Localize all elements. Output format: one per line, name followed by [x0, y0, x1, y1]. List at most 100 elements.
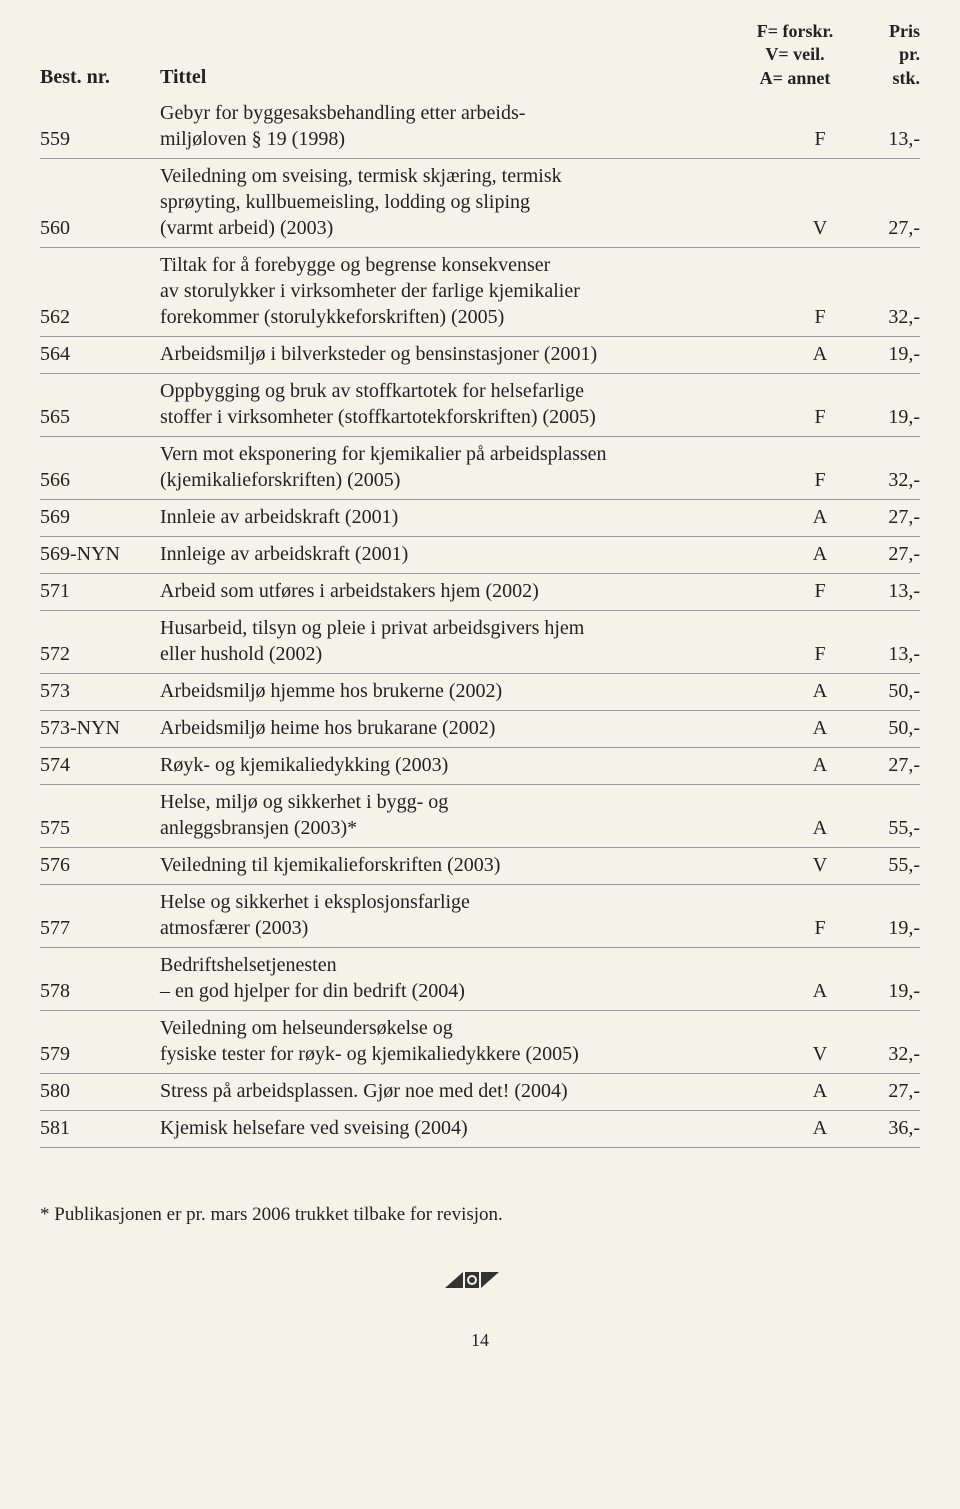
- row-id: 575: [40, 815, 160, 841]
- row-id: 573: [40, 678, 160, 704]
- table-row: 573Arbeidsmiljø hjemme hos brukerne (200…: [40, 674, 920, 711]
- row-id: 577: [40, 915, 160, 941]
- row-price: 27,-: [850, 541, 920, 567]
- row-code: F: [790, 467, 850, 493]
- row-code: A: [790, 815, 850, 841]
- row-price: 32,-: [850, 304, 920, 330]
- row-title: Tiltak for å forebygge og begrense konse…: [160, 252, 790, 330]
- row-price: 36,-: [850, 1115, 920, 1141]
- row-code: A: [790, 341, 850, 367]
- row-id: 566: [40, 467, 160, 493]
- row-id: 560: [40, 215, 160, 241]
- row-id: 572: [40, 641, 160, 667]
- row-code: F: [790, 126, 850, 152]
- header-title: Tittel: [160, 64, 740, 90]
- row-price: 27,-: [850, 752, 920, 778]
- row-id: 571: [40, 578, 160, 604]
- table-row: 576Veiledning til kjemikalieforskriften …: [40, 848, 920, 885]
- table-row: 578Bedriftshelsetjenesten – en god hjelp…: [40, 948, 920, 1011]
- header-price: Pris pr. stk.: [850, 20, 920, 90]
- row-price: 55,-: [850, 815, 920, 841]
- row-price: 19,-: [850, 915, 920, 941]
- row-price: 32,-: [850, 1041, 920, 1067]
- table-row: 574Røyk- og kjemikaliedykking (2003)A27,…: [40, 748, 920, 785]
- row-id: 564: [40, 341, 160, 367]
- row-title: Stress på arbeidsplassen. Gjør noe med d…: [160, 1078, 790, 1104]
- row-code: V: [790, 1041, 850, 1067]
- row-title: Vern mot eksponering for kjemikalier på …: [160, 441, 790, 493]
- header-id: Best. nr.: [40, 64, 160, 90]
- row-code: F: [790, 641, 850, 667]
- table-header: Best. nr. Tittel F= forskr. V= veil. A= …: [40, 20, 920, 90]
- row-price: 27,-: [850, 504, 920, 530]
- row-price: 50,-: [850, 715, 920, 741]
- row-title: Oppbygging og bruk av stoffkartotek for …: [160, 378, 790, 430]
- row-code: A: [790, 978, 850, 1004]
- row-code: F: [790, 404, 850, 430]
- table-row: 573-NYNArbeidsmiljø heime hos brukarane …: [40, 711, 920, 748]
- row-title: Veiledning om sveising, termisk skjæring…: [160, 163, 790, 241]
- row-code: V: [790, 852, 850, 878]
- footnote: * Publikasjonen er pr. mars 2006 trukket…: [40, 1203, 920, 1228]
- row-code: A: [790, 678, 850, 704]
- header-code-l1: F= forskr.: [757, 21, 834, 41]
- row-price: 13,-: [850, 641, 920, 667]
- row-price: 19,-: [850, 404, 920, 430]
- page-number: 14: [40, 1329, 920, 1352]
- row-code: F: [790, 915, 850, 941]
- row-title: Innleige av arbeidskraft (2001): [160, 541, 790, 567]
- table-row: 569-NYNInnleige av arbeidskraft (2001)A2…: [40, 537, 920, 574]
- row-title: Arbeidsmiljø heime hos brukarane (2002): [160, 715, 790, 741]
- table-row: 565Oppbygging og bruk av stoffkartotek f…: [40, 374, 920, 437]
- table-row: 581Kjemisk helsefare ved sveising (2004)…: [40, 1111, 920, 1148]
- row-id: 576: [40, 852, 160, 878]
- header-code: F= forskr. V= veil. A= annet: [740, 20, 850, 90]
- row-id: 578: [40, 978, 160, 1004]
- row-title: Veiledning til kjemikalieforskriften (20…: [160, 852, 790, 878]
- row-code: V: [790, 215, 850, 241]
- row-id: 569-NYN: [40, 541, 160, 567]
- row-price: 32,-: [850, 467, 920, 493]
- row-code: A: [790, 504, 850, 530]
- row-title: Arbeid som utføres i arbeidstakers hjem …: [160, 578, 790, 604]
- table-row: 571Arbeid som utføres i arbeidstakers hj…: [40, 574, 920, 611]
- row-title: Kjemisk helsefare ved sveising (2004): [160, 1115, 790, 1141]
- row-price: 19,-: [850, 978, 920, 1004]
- row-id: 562: [40, 304, 160, 330]
- row-title: Bedriftshelsetjenesten – en god hjelper …: [160, 952, 790, 1004]
- row-title: Husarbeid, tilsyn og pleie i privat arbe…: [160, 615, 790, 667]
- row-price: 55,-: [850, 852, 920, 878]
- row-code: A: [790, 1078, 850, 1104]
- header-code-l3: A= annet: [760, 68, 831, 88]
- row-title: Helse, miljø og sikkerhet i bygg- og anl…: [160, 789, 790, 841]
- row-price: 13,-: [850, 126, 920, 152]
- row-id: 581: [40, 1115, 160, 1141]
- row-price: 19,-: [850, 341, 920, 367]
- row-title: Gebyr for byggesaksbehandling etter arbe…: [160, 100, 790, 152]
- row-code: F: [790, 304, 850, 330]
- row-id: 559: [40, 126, 160, 152]
- table-row: 572Husarbeid, tilsyn og pleie i privat a…: [40, 611, 920, 674]
- row-code: A: [790, 715, 850, 741]
- row-price: 27,-: [850, 1078, 920, 1104]
- table-row: 560Veiledning om sveising, termisk skjær…: [40, 159, 920, 248]
- table-row: 577Helse og sikkerhet i eksplosjonsfarli…: [40, 885, 920, 948]
- row-title: Arbeidsmiljø i bilverksteder og bensinst…: [160, 341, 790, 367]
- table-body: 559Gebyr for byggesaksbehandling etter a…: [40, 96, 920, 1148]
- logo-icon: [40, 1268, 920, 1299]
- header-price-l1: Pris: [889, 21, 920, 41]
- row-id: 580: [40, 1078, 160, 1104]
- row-code: F: [790, 578, 850, 604]
- row-id: 579: [40, 1041, 160, 1067]
- row-title: Arbeidsmiljø hjemme hos brukerne (2002): [160, 678, 790, 704]
- row-id: 569: [40, 504, 160, 530]
- row-title: Innleie av arbeidskraft (2001): [160, 504, 790, 530]
- row-title: Helse og sikkerhet i eksplosjonsfarlige …: [160, 889, 790, 941]
- table-row: 559Gebyr for byggesaksbehandling etter a…: [40, 96, 920, 159]
- row-price: 27,-: [850, 215, 920, 241]
- table-row: 569Innleie av arbeidskraft (2001)A27,-: [40, 500, 920, 537]
- row-price: 13,-: [850, 578, 920, 604]
- table-row: 579Veiledning om helseundersøkelse og fy…: [40, 1011, 920, 1074]
- row-code: A: [790, 1115, 850, 1141]
- header-price-l3: stk.: [892, 68, 920, 88]
